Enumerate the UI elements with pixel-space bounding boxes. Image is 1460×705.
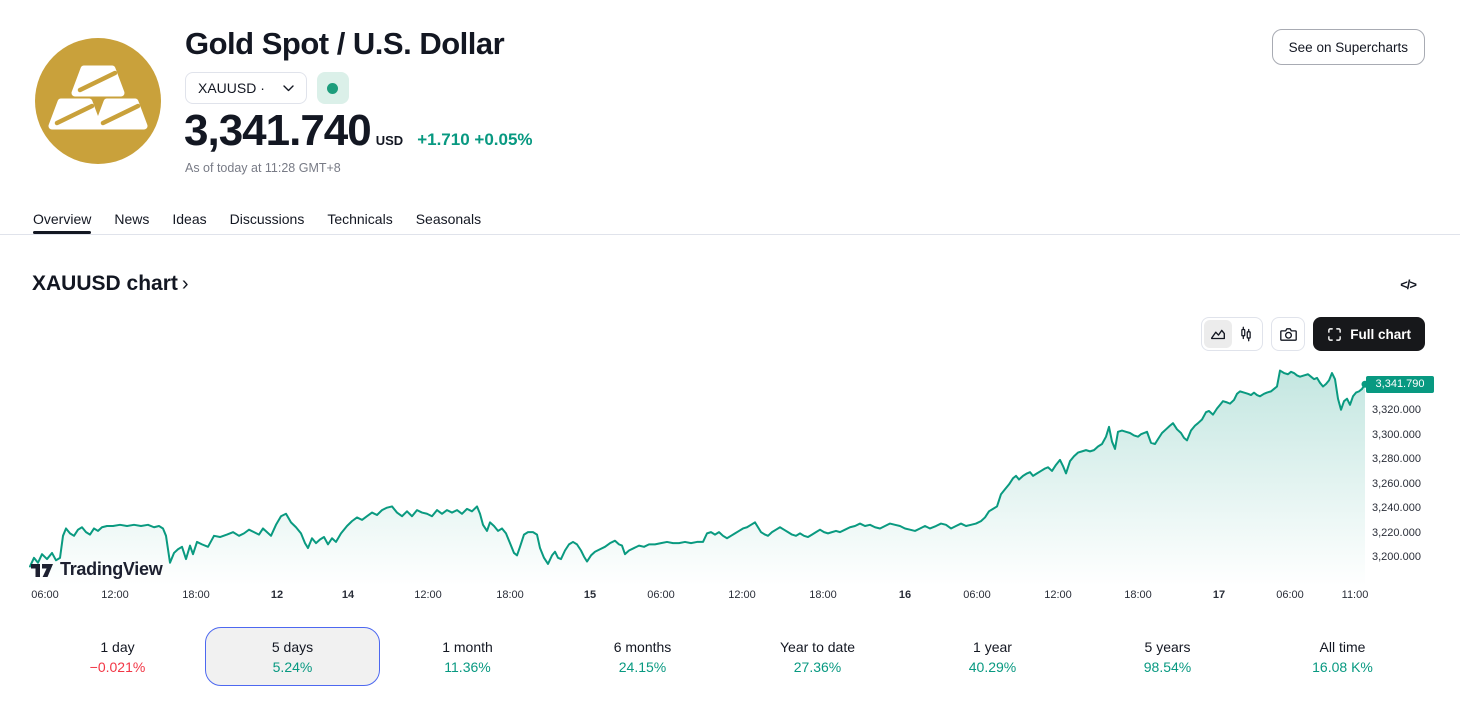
area-chart-type-button[interactable] [1204, 320, 1233, 348]
price-axis-label: 3,300.000 [1372, 428, 1421, 441]
chart-type-segmented-control [1201, 317, 1264, 351]
period-change-value: 98.54% [1143, 658, 1192, 675]
period-6-months[interactable]: 6 months 24.15% [555, 627, 730, 686]
full-chart-label: Full chart [1350, 326, 1411, 342]
embed-code-icon[interactable]: </> [1400, 277, 1417, 292]
candles-chart-type-button[interactable] [1232, 320, 1260, 348]
candlestick-icon [1241, 326, 1252, 342]
tradingview-logo-link[interactable]: TradingView [30, 558, 163, 580]
time-axis-label: 12:00 [414, 589, 442, 601]
time-axis-label: 18:00 [809, 589, 837, 601]
market-status-button[interactable] [316, 72, 349, 104]
symbol-selector-label: XAUUSD · [198, 80, 265, 96]
time-axis-label: 14 [341, 589, 355, 601]
price-axis-label: 3,280.000 [1372, 453, 1421, 466]
last-price: 3,341.740 [184, 106, 372, 155]
time-axis-label: 12:00 [728, 589, 756, 601]
price-row: 3,341.740 USD +1.710 +0.05% [184, 106, 533, 156]
period-5-days[interactable]: 5 days 5.24% [205, 627, 380, 686]
period-1-month[interactable]: 1 month 11.36% [380, 627, 555, 686]
time-axis-label: 18:00 [496, 589, 524, 601]
period-label: 1 year [973, 638, 1012, 655]
tab-technicals[interactable]: Technicals [327, 210, 393, 227]
period-stats-row: 1 day −0.021% 5 days 5.24% 1 month 11.36% 6 mo… [30, 627, 1430, 686]
period-year-to-date[interactable]: Year to date 27.36% [730, 627, 905, 686]
tab-overview[interactable]: Overview [33, 203, 92, 234]
period-label: All time [1319, 638, 1366, 655]
price-axis-label: 3,260.000 [1372, 477, 1421, 490]
time-axis-label: 06:00 [1276, 589, 1304, 601]
area-chart-icon [1211, 329, 1226, 340]
chart-section-heading-link[interactable]: XAUUSD chart › [32, 272, 189, 296]
period-1-year[interactable]: 1 year 40.29% [905, 627, 1080, 686]
period-change-value: 40.29% [968, 658, 1017, 675]
chevron-down-icon [283, 84, 294, 91]
price-currency: USD [375, 133, 404, 148]
time-axis-label: 11:00 [1341, 589, 1369, 601]
last-price-badge: 3,341.790 [1366, 375, 1434, 393]
tab-ideas[interactable]: Ideas [172, 210, 207, 227]
period-change-value: 5.24% [272, 658, 313, 675]
time-axis-label: 12:00 [101, 589, 129, 601]
period-change-value: 16.08 K% [1312, 658, 1373, 675]
symbol-row: XAUUSD · [185, 72, 349, 104]
time-axis-label: 12 [270, 589, 284, 601]
price-axis-label: 3,240.000 [1372, 502, 1421, 515]
price-axis-label: 3,320.000 [1372, 404, 1421, 417]
camera-icon [1279, 327, 1297, 341]
snapshot-button[interactable] [1271, 317, 1306, 351]
tradingview-watermark-text: TradingView [60, 558, 163, 579]
time-axis-label: 06:00 [31, 589, 59, 601]
time-axis-label: 06:00 [963, 589, 991, 601]
period-change-value: 27.36% [793, 658, 842, 675]
tab-news[interactable]: News [114, 210, 150, 227]
period-change-value: 24.15% [618, 658, 667, 675]
time-axis-label: 18:00 [1124, 589, 1152, 601]
time-axis-label: 06:00 [647, 589, 675, 601]
symbol-logo [35, 38, 161, 164]
period-label: 6 months [613, 638, 672, 655]
time-axis-label: 18:00 [182, 589, 210, 601]
chart-toolbar: Full chart [1201, 317, 1425, 351]
period-label: 1 day [100, 638, 135, 655]
chevron-right-icon: › [181, 273, 189, 295]
market-open-dot-icon [327, 82, 339, 94]
period-change-value: 11.36% [444, 658, 491, 675]
tab-seasonals[interactable]: Seasonals [415, 210, 482, 227]
time-axis-label: 16 [898, 589, 912, 601]
period-5-years[interactable]: 5 years 98.54% [1080, 627, 1255, 686]
period-all-time[interactable]: All time 16.08 K% [1255, 627, 1430, 686]
gold-bars-icon [48, 65, 148, 130]
price-change: +1.710 +0.05% [417, 130, 533, 149]
price-axis-label: 3,200.000 [1372, 551, 1421, 564]
price-axis-label: 3,220.000 [1372, 526, 1421, 539]
as-of-timestamp: As of today at 11:28 GMT+8 [185, 161, 341, 175]
fullscreen-icon [1328, 327, 1342, 341]
time-axis-label: 12:00 [1044, 589, 1072, 601]
tab-discussions[interactable]: Discussions [229, 210, 305, 227]
tradingview-logo-icon [31, 564, 53, 577]
period-1-day[interactable]: 1 day −0.021% [30, 627, 205, 686]
time-axis-label: 17 [1212, 589, 1226, 601]
chart-heading-label: XAUUSD chart [32, 272, 178, 295]
symbol-selector-button[interactable]: XAUUSD · [185, 72, 307, 104]
full-chart-button[interactable]: Full chart [1313, 317, 1425, 351]
tab-bar: Overview News Ideas Discussions Technicals Se… [0, 203, 1460, 235]
period-label: Year to date [780, 638, 855, 655]
period-label: 5 days [271, 638, 314, 655]
page-title: Gold Spot / U.S. Dollar [185, 26, 505, 61]
see-on-supercharts-button[interactable]: See on Supercharts [1271, 29, 1425, 65]
period-change-value: −0.021% [89, 658, 146, 675]
chart-plot-area[interactable] [30, 362, 1365, 586]
period-label: 1 month [442, 638, 493, 655]
period-label: 5 years [1144, 638, 1191, 655]
time-axis-label: 15 [583, 589, 597, 601]
